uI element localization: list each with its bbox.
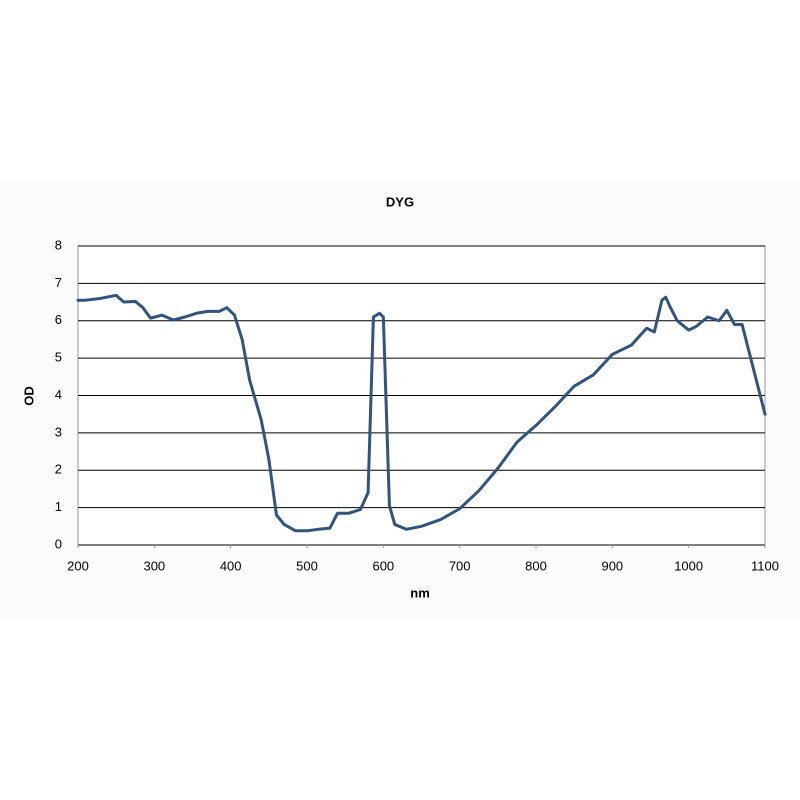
x-tick-label: 300 — [143, 558, 165, 573]
y-tick-label: 1 — [55, 499, 62, 514]
y-tick-label: 2 — [55, 462, 62, 477]
x-tick-label: 200 — [67, 558, 89, 573]
x-tick-label: 600 — [372, 558, 394, 573]
y-tick-label: 5 — [55, 350, 62, 365]
y-tick-label: 0 — [55, 536, 62, 551]
data-line — [76, 293, 767, 533]
y-tick-label: 6 — [55, 312, 62, 327]
chart-title: DYG — [386, 194, 414, 209]
y-tick-label: 4 — [55, 387, 62, 402]
y-tick-label: 7 — [55, 275, 62, 290]
y-tick-label: 3 — [55, 424, 62, 439]
x-tick-label: 400 — [220, 558, 242, 573]
x-tick-label: 700 — [449, 558, 471, 573]
y-axis-label: OD — [21, 386, 36, 406]
y-tick-label: 8 — [55, 237, 62, 252]
x-tick-label: 800 — [525, 558, 547, 573]
x-tick-label: 900 — [601, 558, 623, 573]
x-tick-label: 1000 — [674, 558, 703, 573]
x-tick-label: 500 — [296, 558, 318, 573]
x-tick-label: 1100 — [751, 558, 779, 573]
x-axis-label: nm — [410, 585, 430, 600]
